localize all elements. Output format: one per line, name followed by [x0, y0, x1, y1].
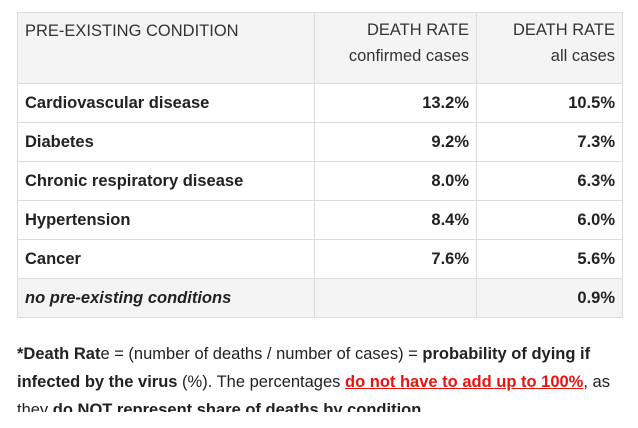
condition-cell: no pre-existing conditions — [17, 278, 315, 318]
table-header-row: PRE-EXISTING CONDITION DEATH RATE confir… — [17, 12, 623, 84]
all-rate-cell: 6.3% — [476, 161, 623, 201]
footnote-warning-link[interactable]: do not have to add up to 100% — [345, 373, 584, 391]
confirmed-rate-cell — [314, 278, 477, 318]
all-rate-cell: 0.9% — [476, 278, 623, 318]
confirmed-rate-cell: 8.0% — [314, 161, 477, 201]
footnote-percent: (%). The percentages — [177, 373, 345, 391]
table-row: Cancer 7.6% 5.6% — [17, 239, 623, 279]
all-rate-cell: 10.5% — [476, 83, 623, 123]
footnote-formula: = (number of deaths / number of cases) = — [109, 345, 423, 363]
footnote-probability: probability of dying if infected by the … — [17, 345, 591, 391]
confirmed-rate-cell: 9.2% — [314, 122, 477, 162]
confirmed-rate-cell: 13.2% — [314, 83, 477, 123]
death-rate-table: PRE-EXISTING CONDITION DEATH RATE confir… — [17, 12, 623, 318]
all-rate-cell: 7.3% — [476, 122, 623, 162]
condition-cell: Cardiovascular disease — [17, 83, 315, 123]
table-row: Cardiovascular disease 13.2% 10.5% — [17, 83, 623, 123]
table-row: no pre-existing conditions 0.9% — [17, 278, 623, 318]
confirmed-rate-cell: 7.6% — [314, 239, 477, 279]
condition-cell: Cancer — [17, 239, 315, 279]
table-row: Diabetes 9.2% 7.3% — [17, 122, 623, 162]
page-cutoff — [0, 412, 638, 428]
header-confirmed: DEATH RATE confirmed cases — [314, 12, 477, 84]
condition-cell: Chronic respiratory disease — [17, 161, 315, 201]
footnote-term: *Death Rat — [17, 345, 101, 363]
footnote-term-tail: e — [100, 345, 110, 363]
confirmed-rate-cell: 8.4% — [314, 200, 477, 240]
all-rate-cell: 6.0% — [476, 200, 623, 240]
header-confirmed-line1: DEATH RATE — [366, 21, 469, 39]
header-condition: PRE-EXISTING CONDITION — [17, 12, 315, 84]
header-condition-label: PRE-EXISTING CONDITION — [25, 22, 239, 40]
all-rate-cell: 5.6% — [476, 239, 623, 279]
header-all: DEATH RATE all cases — [476, 12, 623, 84]
table-row: Hypertension 8.4% 6.0% — [17, 200, 623, 240]
header-confirmed-line2: confirmed cases — [348, 47, 469, 65]
condition-cell: Hypertension — [17, 200, 315, 240]
table-row: Chronic respiratory disease 8.0% 6.3% — [17, 161, 623, 201]
condition-cell: Diabetes — [17, 122, 315, 162]
header-all-line1: DEATH RATE — [512, 21, 615, 39]
header-all-line2: all cases — [550, 47, 615, 65]
